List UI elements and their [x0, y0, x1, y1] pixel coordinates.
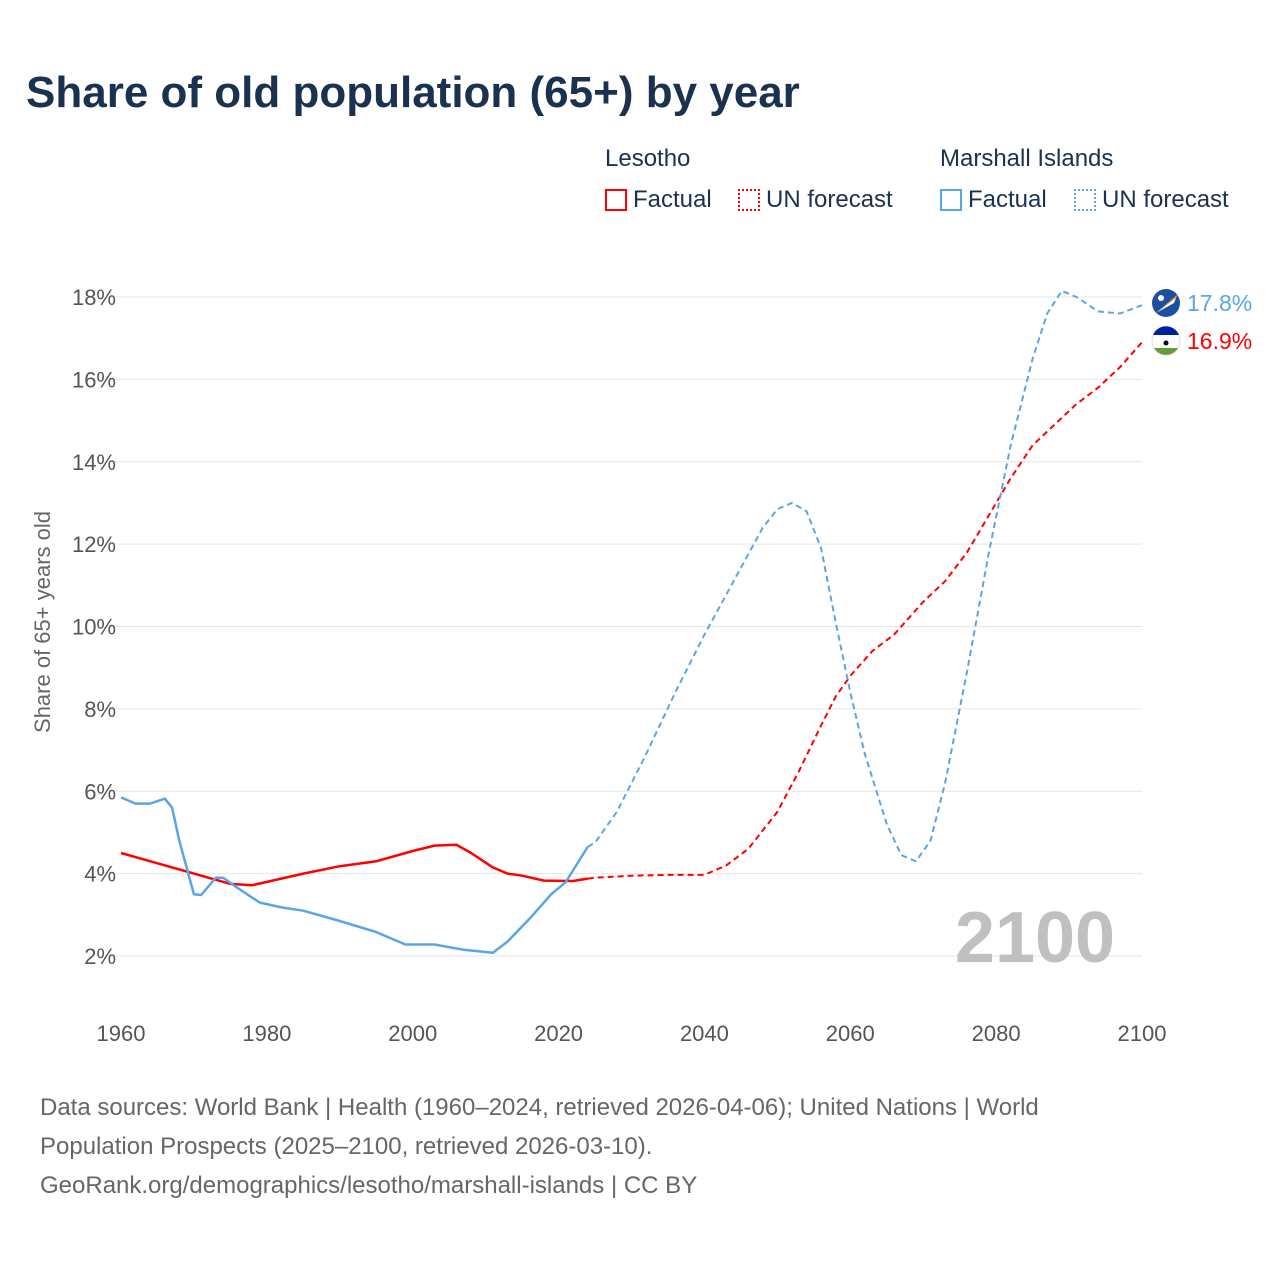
- legend-swatch-dotted: [738, 189, 760, 211]
- x-tick-label: 1980: [242, 1021, 291, 1046]
- footer-line: Population Prospects (2025–2100, retriev…: [40, 1133, 653, 1160]
- x-tick-label: 2100: [1118, 1021, 1167, 1046]
- y-tick-label: 8%: [84, 697, 116, 722]
- y-axis-label: Share of 65+ years old: [30, 511, 55, 733]
- y-tick-label: 4%: [84, 862, 116, 887]
- x-tick-label: 2000: [388, 1021, 437, 1046]
- legend-lesotho-forecast[interactable]: UN forecast: [738, 186, 893, 214]
- end-value-label: 17.8%: [1187, 290, 1252, 316]
- marshall-islands-factual-line: [120, 796, 589, 954]
- flag-marshall-icon: [1152, 289, 1180, 317]
- legend-marshall-factual[interactable]: Factual: [940, 186, 1047, 214]
- marshall-islands-forecast-line: [587, 289, 1143, 863]
- flag-band: [1154, 348, 1178, 355]
- flag-hat: [1163, 340, 1169, 346]
- legend-label: UN forecast: [1102, 186, 1229, 213]
- y-tick-label: 6%: [84, 779, 116, 804]
- y-tick-label: 18%: [72, 285, 116, 310]
- x-tick-label: 2080: [972, 1021, 1021, 1046]
- flag-stripe: [1156, 294, 1178, 313]
- footer-line: Data sources: World Bank | Health (1960–…: [40, 1094, 1039, 1121]
- y-tick-label: 14%: [72, 450, 116, 475]
- y-tick-label: 16%: [72, 367, 116, 392]
- x-tick-label: 2040: [680, 1021, 729, 1046]
- legend-label: Factual: [633, 186, 712, 213]
- legend-lesotho-factual[interactable]: Factual: [605, 186, 712, 214]
- chart-title: Share of old population (65+) by year: [26, 68, 800, 117]
- legend-label: Factual: [968, 186, 1047, 213]
- y-tick-label: 12%: [72, 532, 116, 557]
- y-tick-label: 2%: [84, 944, 116, 969]
- legend-label: UN forecast: [766, 186, 893, 213]
- legend-marshall-forecast[interactable]: UN forecast: [1074, 186, 1229, 214]
- flag-star: [1158, 295, 1164, 301]
- footer-link[interactable]: GeoRank.org/demographics/lesotho/marshal…: [40, 1172, 698, 1199]
- flag-icon: [1151, 326, 1181, 356]
- flag-stripe: [1156, 298, 1176, 313]
- year-watermark: 2100: [955, 898, 1115, 978]
- legend-group-marshall: Marshall Islands: [940, 145, 1114, 172]
- x-tick-label: 2020: [534, 1021, 583, 1046]
- flag-icon: [1152, 289, 1180, 317]
- lesotho-forecast-line: [587, 341, 1143, 880]
- legend-swatch-solid: [605, 189, 627, 211]
- data-sources: Data sources: World Bank | Health (1960–…: [40, 1088, 1039, 1205]
- x-tick-label: 2060: [826, 1021, 875, 1046]
- legend-swatch-dotted: [1074, 189, 1096, 211]
- y-tick-label: 10%: [72, 615, 116, 640]
- end-value-label: 16.9%: [1187, 328, 1252, 354]
- legend-swatch-solid: [940, 189, 962, 211]
- flag-band: [1153, 326, 1179, 335]
- x-tick-label: 1960: [97, 1021, 146, 1046]
- legend-group-lesotho: Lesotho: [605, 145, 691, 172]
